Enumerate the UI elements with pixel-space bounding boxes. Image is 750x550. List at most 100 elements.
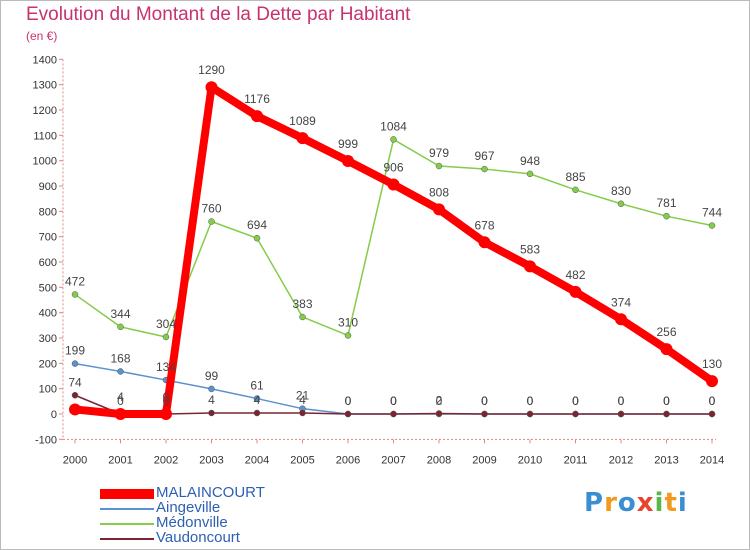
y-tick-label-0: 0 <box>51 409 57 421</box>
point-medonville-2004 <box>253 234 261 242</box>
point-malaincourt-2014 <box>706 375 718 388</box>
data-label-medonville-2002: 304 <box>156 317 176 331</box>
legend-label-malaincourt: MALAINCOURT <box>156 484 265 501</box>
data-label-medonville-2005: 383 <box>292 297 312 311</box>
point-aingeville-2000 <box>71 360 79 367</box>
data-label-vaudoncourt-2004: 4 <box>254 393 261 407</box>
point-malaincourt-2010 <box>524 260 536 273</box>
data-label-vaudoncourt-2009: 0 <box>481 394 488 408</box>
data-label-malaincourt-2007: 906 <box>383 161 403 175</box>
x-tick-label-2001: 2001 <box>108 454 132 466</box>
data-label-medonville-2007: 1084 <box>380 119 407 133</box>
data-label-vaudoncourt-2003: 4 <box>208 393 215 407</box>
data-label-malaincourt-2004: 1176 <box>244 92 270 106</box>
y-tick-label-100: 100 <box>39 384 57 396</box>
y-tick-label-1100: 1100 <box>33 130 57 142</box>
data-label-vaudoncourt-2005: 4 <box>299 393 306 407</box>
legend-swatch-vaudoncourt <box>100 538 154 540</box>
data-label-aingeville-2005: 21 <box>296 389 310 403</box>
point-medonville-2001 <box>117 323 124 331</box>
data-label-medonville-2004: 694 <box>247 218 267 232</box>
point-aingeville-2001 <box>117 368 124 375</box>
data-label-aingeville-2014: 0 <box>709 394 716 408</box>
data-label-vaudoncourt-2007: 0 <box>390 394 397 408</box>
x-tick-label-2012: 2012 <box>609 454 633 466</box>
data-label-medonville-2000: 472 <box>65 274 85 288</box>
data-label-vaudoncourt-2002: 0 <box>163 394 170 408</box>
legend-swatch-aingeville <box>100 508 154 510</box>
data-label-aingeville-2004: 61 <box>250 379 264 393</box>
point-vaudoncourt-2013 <box>663 410 670 418</box>
data-label-medonville-2001: 344 <box>110 307 130 321</box>
data-label-medonville-2008: 979 <box>429 146 449 160</box>
point-medonville-2011 <box>572 186 579 194</box>
data-label-vaudoncourt-2008: 2 <box>436 393 443 407</box>
point-vaudoncourt-2008 <box>435 410 443 417</box>
y-tick-label-1300: 1300 <box>33 80 57 92</box>
y-tick-label-1400: 1400 <box>33 54 57 66</box>
x-tick-label-2010: 2010 <box>518 454 542 466</box>
point-malaincourt-2001 <box>114 408 127 420</box>
point-malaincourt-2003 <box>205 81 218 94</box>
legend-label-aingeville: Aingeville <box>156 499 221 516</box>
data-label-aingeville-2002: 134 <box>156 360 176 374</box>
point-vaudoncourt-2007 <box>390 410 397 418</box>
point-vaudoncourt-2011 <box>572 410 579 418</box>
y-tick-label-600: 600 <box>39 257 57 269</box>
point-medonville-2003 <box>208 218 215 225</box>
point-malaincourt-2007 <box>387 178 400 191</box>
point-medonville-2006 <box>344 332 352 339</box>
point-vaudoncourt-2014 <box>708 410 716 418</box>
data-label-medonville-2006: 310 <box>338 315 358 329</box>
data-label-malaincourt-2003: 1290 <box>198 63 225 77</box>
point-malaincourt-2011 <box>569 285 582 298</box>
logo-letter: i <box>654 488 665 518</box>
point-medonville-2007 <box>390 136 397 143</box>
x-tick-label-2007: 2007 <box>381 454 405 466</box>
point-malaincourt-2005 <box>296 132 309 145</box>
data-label-medonville-2011: 885 <box>565 170 585 184</box>
x-tick-label-2014: 2014 <box>700 454 724 466</box>
point-medonville-2002 <box>162 333 170 341</box>
legend-label-vaudoncourt: Vaudoncourt <box>156 529 240 546</box>
y-tick-label-900: 900 <box>39 181 57 193</box>
x-tick-label-2006: 2006 <box>336 454 360 466</box>
data-label-vaudoncourt-2010: 0 <box>527 394 534 408</box>
data-label-aingeville-2007: 0 <box>390 394 397 408</box>
point-malaincourt-2006 <box>342 154 354 167</box>
y-tick-label-700: 700 <box>39 232 57 244</box>
legend-swatch-medonville <box>100 523 154 525</box>
point-medonville-2013 <box>663 212 670 220</box>
point-medonville-2005 <box>299 313 306 321</box>
data-label-vaudoncourt-2013: 0 <box>663 394 670 408</box>
data-label-vaudoncourt-2014: 0 <box>709 394 716 408</box>
x-tick-label-2002: 2002 <box>154 454 178 466</box>
logo-letter: t <box>664 488 678 518</box>
logo-letter: r <box>604 488 618 518</box>
point-malaincourt-2000 <box>69 403 81 416</box>
point-medonville-2009 <box>481 165 488 173</box>
x-tick-label-2008: 2008 <box>427 454 451 466</box>
point-malaincourt-2013 <box>660 343 673 356</box>
data-label-aingeville-2010: 0 <box>527 394 534 408</box>
data-label-aingeville-2003: 99 <box>205 369 219 383</box>
legend-swatch-malaincourt <box>100 489 154 499</box>
legend-label-medonville: Médonville <box>156 514 228 531</box>
y-tick-label-800: 800 <box>39 206 57 218</box>
data-label-medonville-2012: 830 <box>611 184 631 198</box>
data-label-medonville-2013: 781 <box>656 196 676 210</box>
point-medonville-2012 <box>617 200 625 208</box>
data-label-malaincourt-2014: 130 <box>702 357 722 371</box>
point-malaincourt-2008 <box>433 203 445 216</box>
data-label-aingeville-2008: 0 <box>436 394 443 408</box>
x-tick-label-2005: 2005 <box>290 454 314 466</box>
data-label-medonville-2014: 744 <box>702 206 722 220</box>
data-label-malaincourt-2009: 678 <box>474 218 494 232</box>
x-tick-label-2004: 2004 <box>245 454 269 466</box>
y-tick-label--100: -100 <box>35 434 57 446</box>
y-tick-label-1000: 1000 <box>33 156 57 168</box>
data-label-vaudoncourt-2000: 74 <box>68 375 82 389</box>
chart-title: Evolution du Montant de la Dette par Hab… <box>26 4 411 25</box>
data-label-malaincourt-2011: 482 <box>565 268 585 282</box>
